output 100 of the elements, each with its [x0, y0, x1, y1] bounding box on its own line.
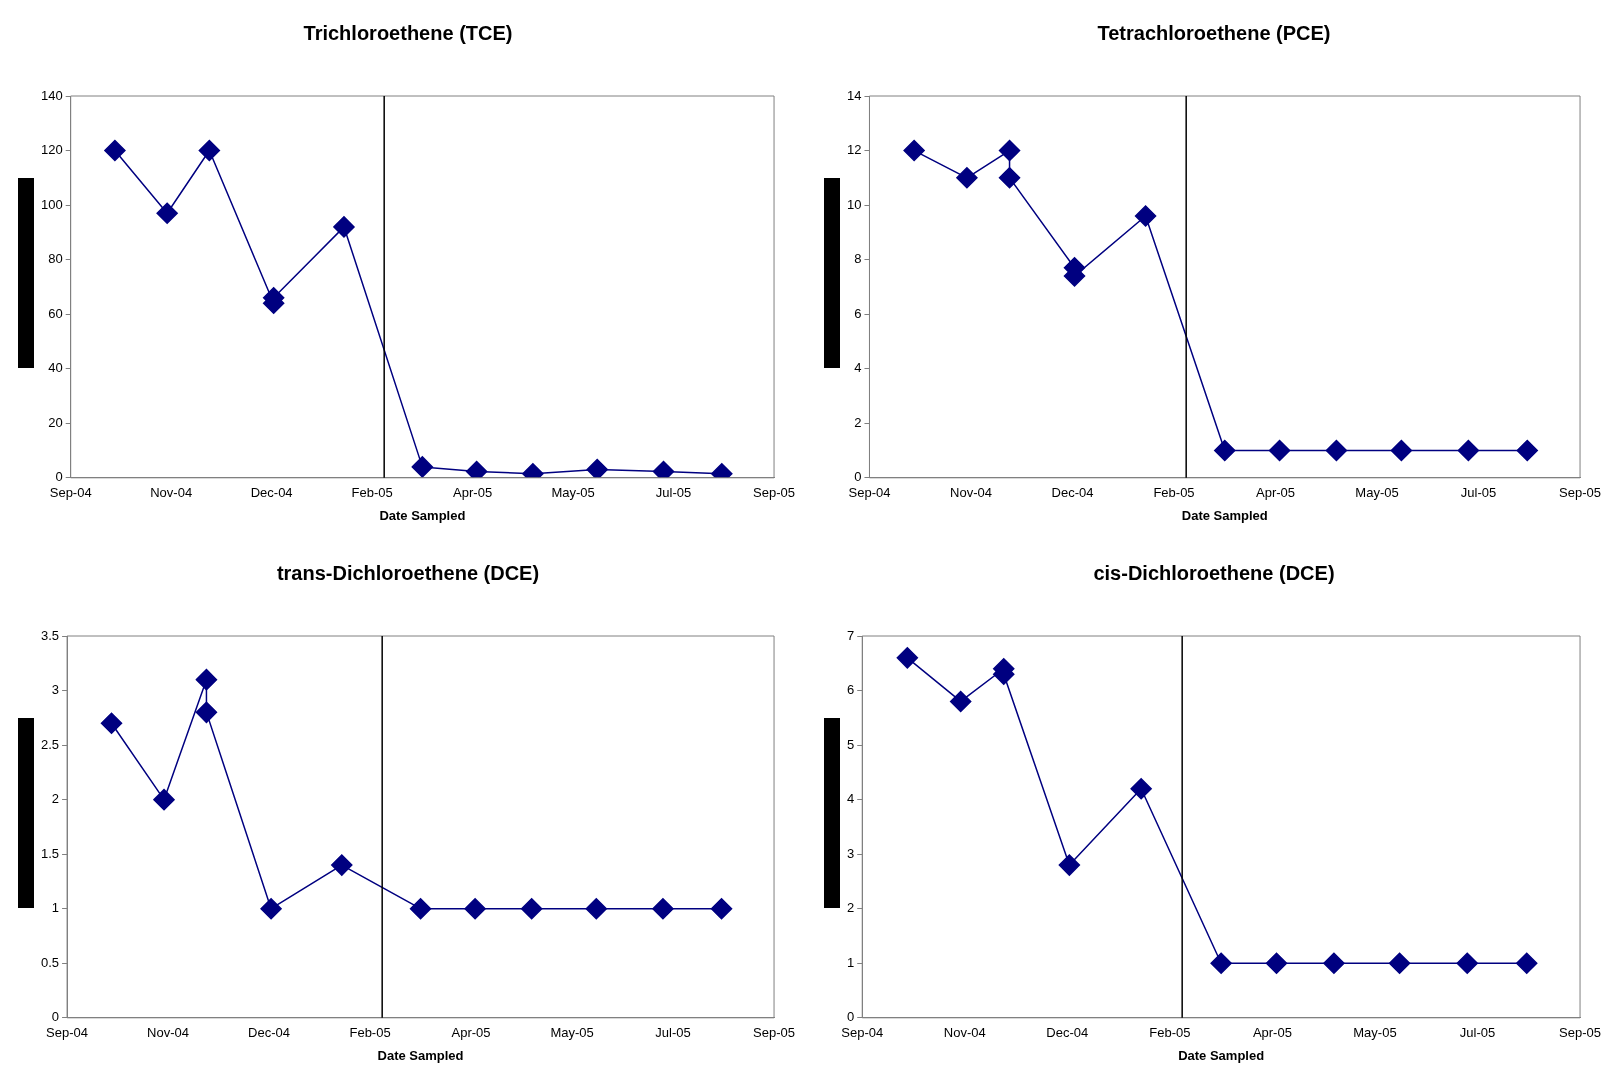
y-tick-label: 0	[55, 469, 63, 485]
x-tick-label: Feb-05	[1153, 485, 1195, 501]
point	[156, 202, 178, 225]
point	[998, 167, 1021, 189]
x-tick-label: Sep-04	[841, 1025, 884, 1041]
y-tick-label: 6	[847, 682, 855, 698]
point	[333, 216, 355, 238]
chart-title: cis-Dichloroethene (DCE)	[1093, 561, 1335, 584]
y-tick-label: 2.5	[40, 736, 60, 752]
x-tick-label: Dec-04	[248, 1025, 291, 1041]
x-tick-label: Jul-05	[655, 1025, 691, 1041]
y-tick-label: 12	[846, 142, 862, 158]
x-tick-label: Sep-05	[753, 485, 795, 501]
x-tick-label: Sep-04	[49, 485, 92, 501]
x-tick-label: Nov-04	[950, 485, 992, 501]
y-tick-label: 140	[40, 87, 63, 103]
x-tick-label: Sep-05	[1559, 485, 1601, 501]
y-tick-label: 80	[48, 251, 63, 267]
point	[710, 897, 733, 920]
chart-title: Tetrachloroethene (PCE)	[1097, 21, 1331, 44]
point	[1268, 439, 1291, 462]
y-tick-label: 60	[48, 305, 63, 321]
y-tick-label: 2	[51, 791, 60, 807]
y-tick-label: 3.5	[40, 627, 60, 643]
x-tick-label: Feb-05	[349, 1025, 391, 1041]
y-tick-label: 40	[48, 360, 63, 376]
point	[585, 897, 608, 920]
x-tick-label: Sep-04	[848, 485, 891, 501]
point	[1516, 439, 1538, 462]
y-tick-label: 0	[847, 1009, 855, 1025]
point	[1325, 439, 1348, 462]
chart-title: trans-Dichloroethene (DCE)	[276, 561, 540, 584]
x-tick-label: Sep-05	[1559, 1025, 1601, 1041]
x-tick-label: Apr-05	[451, 1025, 491, 1041]
y-tick-label: 120	[40, 142, 63, 158]
x-tick-label: Jul-05	[1460, 485, 1497, 501]
y-tick-label: 0.5	[40, 954, 60, 970]
point	[464, 897, 486, 920]
x-tick-label: Nov-04	[943, 1025, 986, 1041]
chart-title: Trichloroethene (TCE)	[303, 21, 513, 44]
y-tick-label: 100	[40, 196, 63, 212]
point	[896, 647, 919, 669]
x-tick-label: Jul-05	[655, 485, 692, 501]
y-tick-label: 14	[846, 87, 862, 103]
point	[153, 788, 175, 811]
point	[903, 139, 925, 162]
point	[198, 139, 221, 162]
y-tick-label: 10	[846, 196, 862, 212]
x-tick-label: Dec-04	[1051, 485, 1094, 501]
point	[1214, 439, 1236, 462]
y-tick-label: 3	[51, 682, 60, 698]
point	[1456, 952, 1478, 975]
x-tick-label: Feb-05	[351, 485, 393, 501]
x-tick-label: May-05	[550, 1025, 594, 1041]
y-tick-label: 7	[847, 627, 855, 643]
point	[409, 897, 432, 920]
y-tick-label: 6	[854, 305, 862, 321]
point	[100, 712, 123, 735]
y-tick-label: 1.5	[40, 845, 60, 861]
x-tick-label: Dec-04	[1046, 1025, 1089, 1041]
point	[520, 897, 543, 920]
y-tick-label: 1	[51, 900, 60, 916]
point	[1457, 439, 1480, 462]
x-axis-title: Date Sampled	[379, 507, 466, 523]
y-tick-label: 0	[51, 1009, 60, 1025]
x-tick-label: Sep-04	[46, 1025, 89, 1041]
point	[1265, 952, 1288, 975]
point	[331, 854, 353, 876]
x-axis-title: Date Sampled	[1178, 1047, 1265, 1063]
point	[1515, 952, 1538, 975]
x-tick-label: May-05	[1355, 485, 1399, 501]
point	[104, 139, 126, 162]
point	[1323, 952, 1345, 975]
x-tick-label: Apr-05	[453, 485, 493, 501]
x-axis-title: Date Sampled	[1181, 507, 1268, 523]
point	[1388, 952, 1411, 975]
x-tick-label: May-05	[551, 485, 595, 501]
x-tick-label: Dec-04	[250, 485, 293, 501]
point	[998, 139, 1021, 162]
y-tick-label: 2	[854, 414, 862, 430]
point	[1210, 952, 1232, 975]
point	[956, 167, 978, 189]
x-tick-label: Nov-04	[147, 1025, 190, 1041]
point	[949, 690, 972, 713]
point	[652, 897, 674, 920]
y-tick-label: 4	[854, 360, 862, 376]
x-tick-label: May-05	[1353, 1025, 1397, 1041]
point	[1058, 854, 1081, 876]
point	[586, 458, 608, 478]
x-tick-label: Apr-05	[1255, 485, 1296, 501]
x-axis-title: Date Sampled	[377, 1047, 464, 1063]
y-tick-label: 2	[847, 900, 855, 916]
y-tick-label: 5	[847, 736, 855, 752]
y-tick-label: 8	[854, 251, 862, 267]
x-tick-label: Sep-05	[753, 1025, 795, 1041]
point	[260, 897, 282, 920]
x-tick-label: Jul-05	[1459, 1025, 1496, 1041]
x-tick-label: Feb-05	[1149, 1025, 1191, 1041]
y-tick-label: 3	[847, 845, 855, 861]
x-tick-label: Apr-05	[1252, 1025, 1292, 1041]
